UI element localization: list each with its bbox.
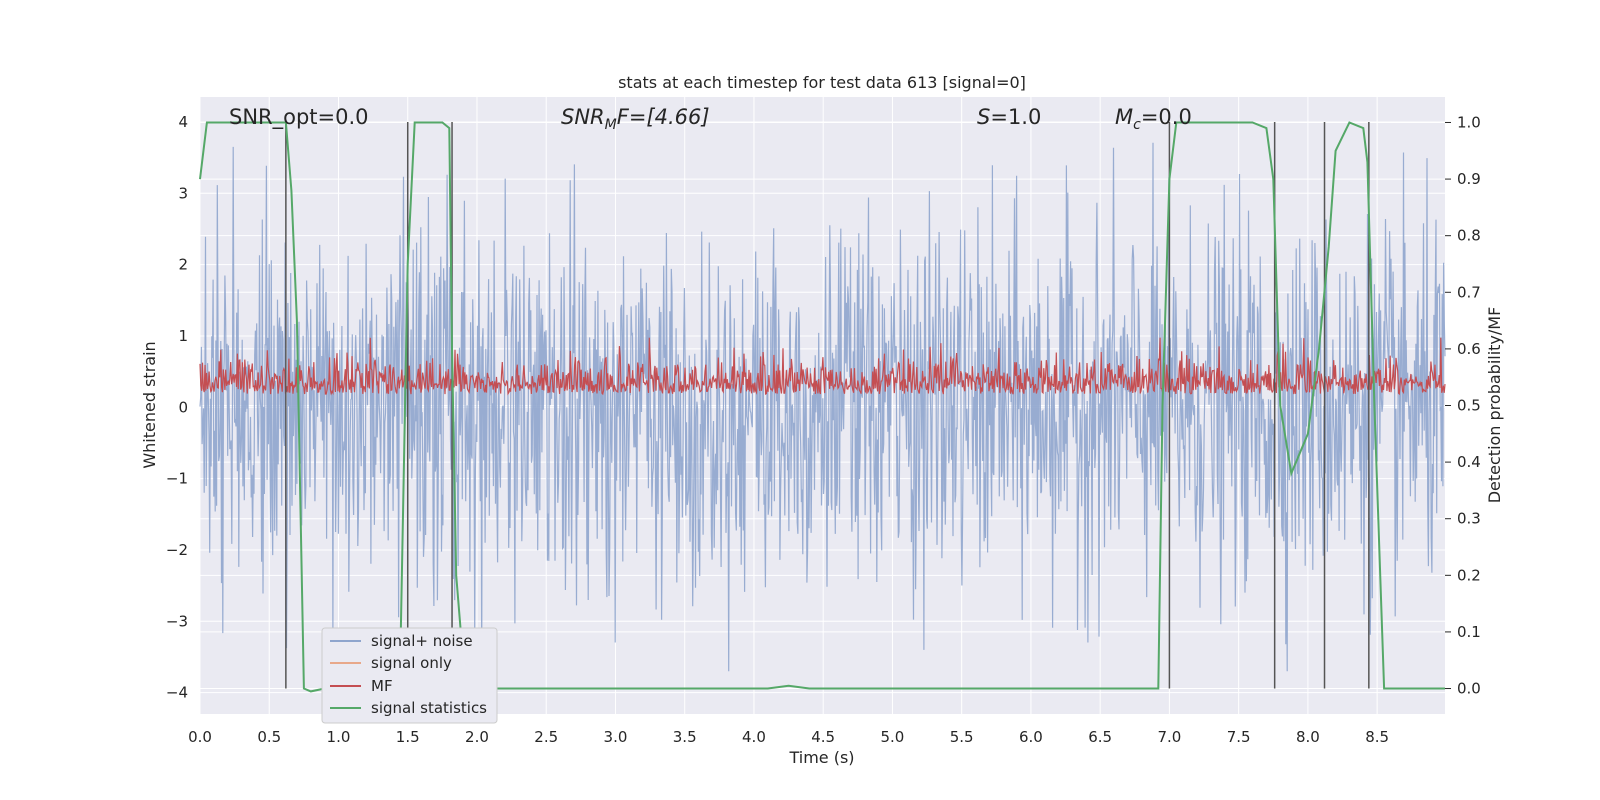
y2-tick-label: 0.1 (1457, 623, 1481, 641)
x-tick-label: 3.0 (604, 728, 628, 746)
x-tick-label: 6.5 (1088, 728, 1112, 746)
x-axis-label: Time (s) (788, 748, 854, 767)
y-tick-label: 0 (178, 398, 188, 416)
legend: signal+ noise signal only MF signal stat… (321, 627, 498, 724)
y-tick-label: 1 (178, 327, 188, 345)
legend-label-signal-noise: signal+ noise (371, 632, 473, 650)
y2-tick-label: 0.8 (1457, 227, 1481, 245)
x-tick-label: 0.5 (257, 728, 281, 746)
x-tick-label: 2.5 (534, 728, 558, 746)
annotation-mc-base: M (1115, 105, 1133, 129)
x-tick-label: 8.5 (1365, 728, 1389, 746)
annotation-snr-opt: SNR_opt=0.0 (229, 105, 369, 130)
y2-tick-label: 0.4 (1457, 453, 1481, 471)
x-tick-label: 7.5 (1227, 728, 1251, 746)
legend-label-signal-statistics: signal statistics (371, 699, 487, 717)
y2-tick-label: 0.0 (1457, 680, 1481, 698)
y2-axis-label: Detection probability/MF (1485, 307, 1504, 504)
annotation-mc-sub: c (1133, 117, 1141, 133)
y-tick-label: 3 (178, 184, 188, 202)
y-tick-label: −4 (166, 684, 188, 702)
y-tick-label: 4 (178, 113, 188, 131)
y-tick-label: −1 (166, 470, 188, 488)
y2-tick-label: 0.9 (1457, 170, 1481, 188)
annotation-s-rest: =1.0 (990, 105, 1041, 129)
y2-tick-label: 0.5 (1457, 397, 1481, 415)
y-tick-label: 2 (178, 256, 188, 274)
x-tick-label: 6.0 (1019, 728, 1043, 746)
annotation-mc: Mc=0.0 (1115, 105, 1192, 133)
y2-tick-label: 0.6 (1457, 340, 1481, 358)
x-tick-label: 4.5 (811, 728, 835, 746)
annotation-snr-mf-base: SNR (561, 105, 605, 129)
annotation-s: S=1.0 (977, 105, 1041, 129)
y-tick-labels: 4 3 2 1 0 −1 −2 −3 −4 (166, 113, 188, 702)
x-tick-label: 5.5 (950, 728, 974, 746)
chart-title: stats at each timestep for test data 613… (618, 73, 1026, 92)
y-tick-label: −3 (166, 612, 188, 630)
annotation-snr-mf-rest: F=[4.66] (617, 105, 710, 129)
legend-label-mf: MF (371, 677, 393, 695)
annotation-s-var: S (977, 105, 990, 129)
y2-tick-labels: 1.0 0.9 0.8 0.7 0.6 0.5 0.4 0.3 0.2 0.1 0.0 (1445, 113, 1481, 698)
x-tick-label: 0.0 (188, 728, 212, 746)
y-tick-label: −2 (166, 541, 188, 559)
x-tick-labels: 0.0 0.5 1.0 1.5 2.0 2.5 3.0 3.5 4.0 4.5 5.0 5.5 6.0 6… (188, 728, 1389, 746)
annotation-mc-rest: =0.0 (1141, 105, 1192, 129)
y2-tick-label: 0.2 (1457, 566, 1481, 584)
x-tick-label: 8.0 (1296, 728, 1320, 746)
y2-tick-label: 0.3 (1457, 510, 1481, 528)
y2-tick-label: 1.0 (1457, 113, 1481, 131)
signal-statistics-line (199, 121, 1445, 693)
y2-tick-label: 0.7 (1457, 283, 1481, 301)
vertical-lines (285, 121, 1370, 689)
x-tick-label: 5.0 (881, 728, 905, 746)
legend-box (321, 627, 498, 724)
x-tick-label: 4.0 (742, 728, 766, 746)
annotation-snr-mf-sub: M (605, 117, 617, 133)
annotation-snr-mf: SNRMF=[4.66] (561, 105, 710, 133)
series-signal-statistics (199, 121, 1445, 693)
x-tick-label: 7.0 (1157, 728, 1181, 746)
x-tick-label: 3.5 (673, 728, 697, 746)
y-axis-label: Whitened strain (140, 341, 159, 468)
x-tick-label: 1.5 (396, 728, 420, 746)
legend-label-signal-only: signal only (371, 654, 452, 672)
x-tick-label: 2.0 (465, 728, 489, 746)
x-tick-label: 1.0 (327, 728, 351, 746)
